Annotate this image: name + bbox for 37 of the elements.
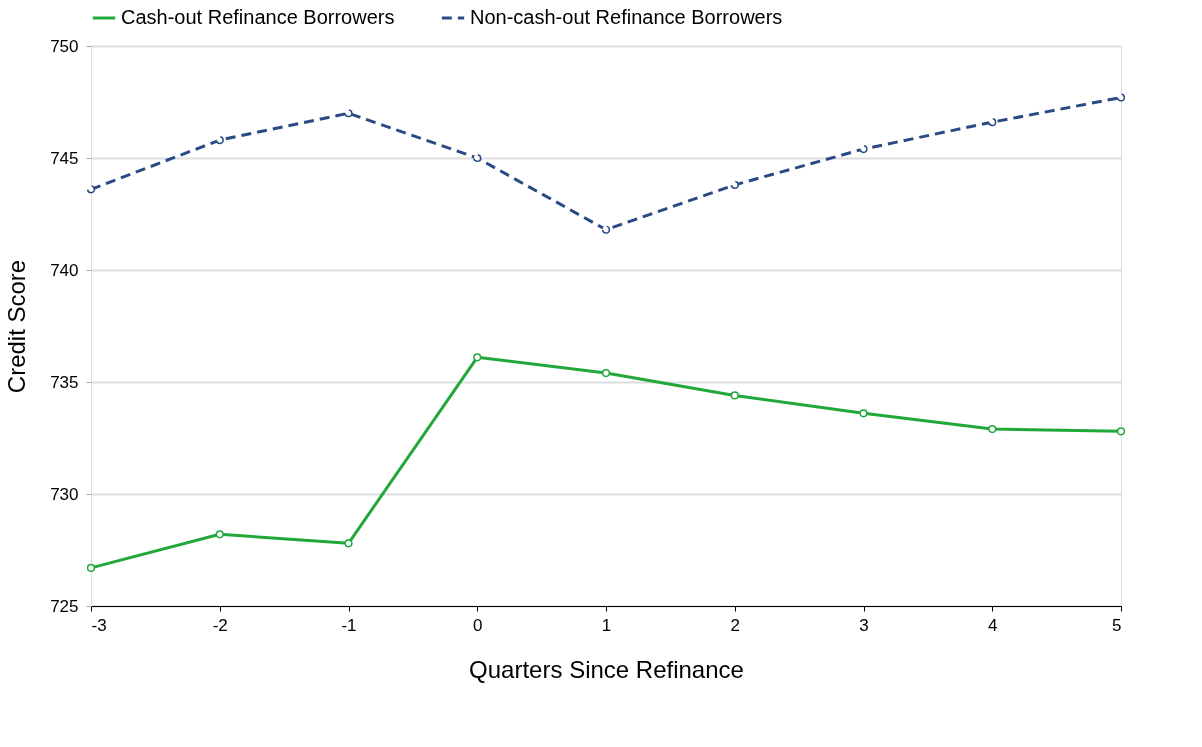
- point: [730, 180, 739, 189]
- point: [473, 353, 482, 362]
- y-tick-label: 735: [50, 372, 79, 392]
- x-tick-label: 5: [1112, 615, 1122, 635]
- x-axis-title: Quarters Since Refinance: [469, 655, 744, 683]
- legend-label: Cash-out Refinance Borrowers: [121, 6, 395, 28]
- point: [344, 109, 353, 118]
- y-tick-label: 730: [50, 484, 79, 504]
- point: [601, 225, 611, 234]
- x-tick-label: 1: [601, 615, 612, 635]
- y-axis-title: Credit Score: [3, 259, 31, 394]
- y-tick-label: 740: [50, 260, 79, 280]
- x-tick-label: 3: [859, 615, 869, 635]
- point: [215, 135, 224, 145]
- legend-label: Non-cash-out Refinance Borrowers: [470, 6, 783, 28]
- x-tick-label: -1: [341, 615, 357, 635]
- x-tick-label: 2: [730, 615, 740, 635]
- y-tick-label: 750: [50, 36, 79, 56]
- point: [86, 563, 96, 573]
- point: [859, 409, 868, 418]
- point: [344, 539, 353, 548]
- point: [988, 118, 997, 127]
- point: [473, 153, 482, 163]
- point: [859, 144, 868, 154]
- point: [86, 185, 96, 194]
- x-tick-label: 4: [988, 615, 998, 635]
- point: [601, 368, 611, 378]
- point: [215, 530, 224, 539]
- x-tick-label: 0: [473, 615, 483, 635]
- x-tick-label: -3: [91, 615, 107, 635]
- point: [988, 424, 997, 434]
- y-tick-label: 745: [50, 148, 79, 168]
- point: [730, 391, 739, 400]
- point: [1116, 427, 1126, 436]
- point: [1116, 93, 1126, 102]
- x-tick-label: -2: [212, 615, 228, 635]
- y-tick-label: 725: [50, 596, 79, 616]
